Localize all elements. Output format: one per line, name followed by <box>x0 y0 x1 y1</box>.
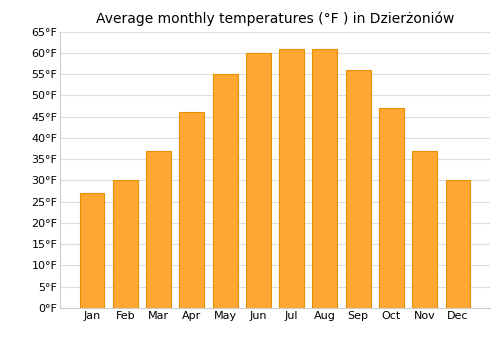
Bar <box>379 108 404 308</box>
Title: Average monthly temperatures (°F ) in Dzierżoniów: Average monthly temperatures (°F ) in Dz… <box>96 12 454 26</box>
Bar <box>312 49 338 308</box>
Bar <box>346 70 370 308</box>
Bar <box>146 150 171 308</box>
Bar <box>279 49 304 308</box>
Bar <box>212 74 238 308</box>
Bar <box>246 53 271 308</box>
Bar <box>113 180 138 308</box>
Bar <box>446 180 470 308</box>
Bar <box>80 193 104 308</box>
Bar <box>180 112 204 308</box>
Bar <box>412 150 437 308</box>
